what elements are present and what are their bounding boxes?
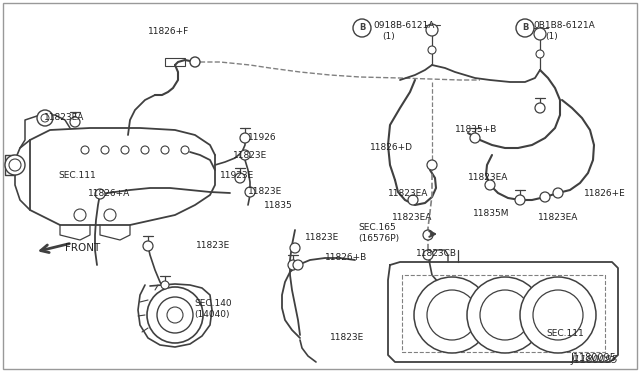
Circle shape [408, 195, 418, 205]
Circle shape [157, 297, 193, 333]
Text: 11926: 11926 [248, 132, 276, 141]
Text: 11826+F: 11826+F [148, 28, 189, 36]
Circle shape [423, 250, 433, 260]
Circle shape [190, 57, 200, 67]
Text: 11826+D: 11826+D [370, 144, 413, 153]
Circle shape [161, 281, 169, 289]
Circle shape [427, 160, 437, 170]
Circle shape [485, 180, 495, 190]
Circle shape [540, 192, 550, 202]
Text: 0B1B8-6121A: 0B1B8-6121A [533, 22, 595, 31]
Circle shape [427, 290, 477, 340]
Text: 11823EA: 11823EA [392, 214, 433, 222]
Text: SEC.111: SEC.111 [546, 330, 584, 339]
Text: 11823EA: 11823EA [44, 113, 84, 122]
Circle shape [81, 146, 89, 154]
Text: 11826+B: 11826+B [325, 253, 367, 263]
Circle shape [240, 150, 250, 160]
Text: 11823EA: 11823EA [388, 189, 428, 198]
Circle shape [121, 146, 129, 154]
Circle shape [536, 50, 544, 58]
Text: J1180095: J1180095 [570, 353, 616, 363]
Circle shape [147, 287, 203, 343]
Circle shape [37, 110, 53, 126]
Circle shape [104, 209, 116, 221]
Circle shape [141, 146, 149, 154]
Text: 11823E: 11823E [248, 187, 282, 196]
Circle shape [74, 209, 86, 221]
Circle shape [235, 173, 245, 183]
Circle shape [535, 103, 545, 113]
Circle shape [95, 189, 105, 199]
Circle shape [143, 241, 153, 251]
Circle shape [553, 188, 563, 198]
Text: (14040): (14040) [194, 310, 230, 318]
Circle shape [353, 19, 371, 37]
Circle shape [101, 146, 109, 154]
Circle shape [426, 24, 438, 36]
Text: 11835: 11835 [264, 201, 292, 209]
Text: (1): (1) [545, 32, 557, 42]
Circle shape [41, 114, 49, 122]
Text: 11835M: 11835M [473, 209, 509, 218]
Text: 11826+E: 11826+E [584, 189, 626, 198]
Circle shape [533, 290, 583, 340]
Circle shape [288, 260, 298, 270]
Circle shape [516, 19, 534, 37]
Text: 11823E: 11823E [196, 241, 230, 250]
Text: (1): (1) [382, 32, 395, 42]
Circle shape [293, 260, 303, 270]
Circle shape [480, 290, 530, 340]
Text: B: B [522, 23, 528, 32]
Circle shape [520, 277, 596, 353]
Text: 11823EA: 11823EA [468, 173, 508, 183]
Circle shape [534, 28, 546, 40]
Circle shape [240, 133, 250, 143]
Text: SEC.140: SEC.140 [194, 298, 232, 308]
Circle shape [5, 155, 25, 175]
Text: 11923E: 11923E [220, 170, 254, 180]
Circle shape [414, 277, 490, 353]
Circle shape [423, 230, 433, 240]
Text: 0918B-6121A: 0918B-6121A [373, 22, 435, 31]
Text: 11835+B: 11835+B [455, 125, 497, 135]
Text: (16576P): (16576P) [358, 234, 399, 244]
Text: B: B [359, 23, 365, 32]
Circle shape [161, 146, 169, 154]
Circle shape [245, 187, 255, 197]
Text: 11823E: 11823E [233, 151, 268, 160]
Text: SEC.111: SEC.111 [58, 170, 96, 180]
Circle shape [70, 117, 80, 127]
Circle shape [181, 146, 189, 154]
Text: 11826+A: 11826+A [88, 189, 131, 199]
Circle shape [167, 307, 183, 323]
Text: J1180095: J1180095 [572, 355, 619, 365]
Circle shape [470, 133, 480, 143]
Circle shape [428, 46, 436, 54]
Circle shape [515, 195, 525, 205]
Text: 11823E: 11823E [330, 334, 364, 343]
Circle shape [467, 277, 543, 353]
Text: 11823CB: 11823CB [416, 248, 457, 257]
Text: 11823EA: 11823EA [538, 214, 579, 222]
Circle shape [290, 243, 300, 253]
Circle shape [9, 159, 21, 171]
Text: SEC.165: SEC.165 [358, 224, 396, 232]
Bar [165, 58, 185, 66]
Text: 11823E: 11823E [305, 234, 339, 243]
Text: FRONT: FRONT [65, 243, 100, 253]
